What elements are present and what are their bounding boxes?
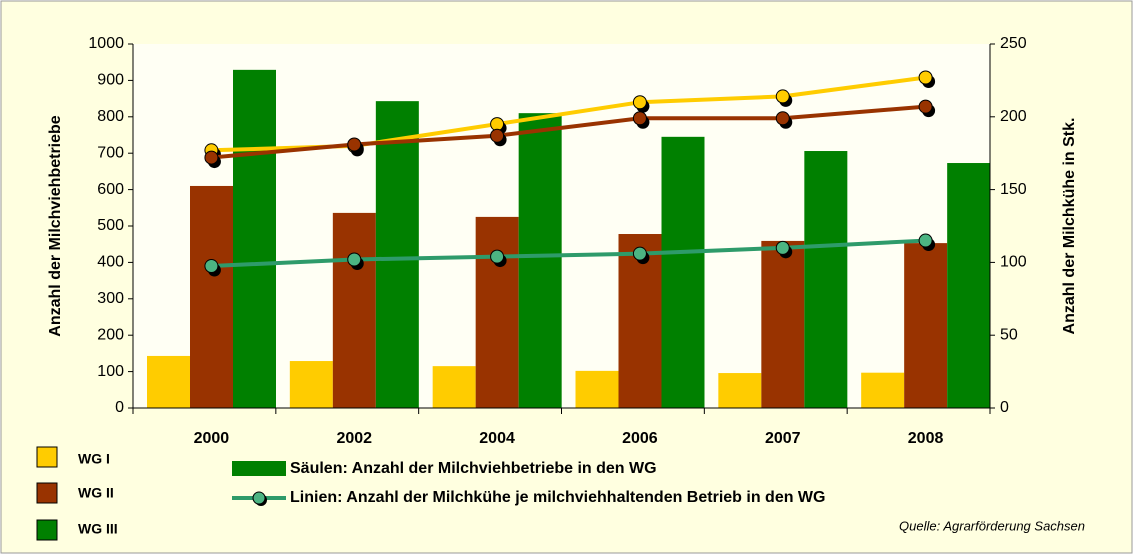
bar <box>518 113 562 408</box>
line <box>211 238 926 269</box>
y-tick-label: 900 <box>97 72 124 89</box>
legend-label: WG I <box>78 451 110 467</box>
marker <box>347 252 362 267</box>
marker <box>918 99 933 114</box>
y-tick-label: 300 <box>97 290 124 307</box>
x-tick-label: 2007 <box>765 430 801 447</box>
marker <box>632 246 647 261</box>
y-axis-label: Anzahl der Milchviehbetriebe <box>47 115 64 336</box>
bar <box>233 69 276 409</box>
y2-axis-label: Anzahl der Milchkühe in Stk. <box>1061 118 1078 335</box>
bar <box>861 372 905 408</box>
legend-label: WG III <box>78 521 118 537</box>
y2-tick-label: 250 <box>1000 35 1027 52</box>
bar <box>575 370 619 408</box>
x-tick-label: 2006 <box>622 430 658 447</box>
marker <box>775 111 790 126</box>
bar <box>190 185 233 408</box>
bar <box>718 373 762 408</box>
bar <box>804 151 848 409</box>
bar <box>904 243 948 408</box>
marker <box>204 259 219 274</box>
marker <box>347 137 362 152</box>
bar <box>375 101 419 408</box>
x-tick-label: 2000 <box>194 430 230 447</box>
y-tick-label: 100 <box>97 363 124 380</box>
marker <box>775 89 790 104</box>
bar <box>475 216 519 408</box>
legend-swatch <box>252 491 266 505</box>
legend-label: WG II <box>78 485 114 501</box>
y-tick-label: 400 <box>97 254 124 271</box>
y2-tick-label: 200 <box>1000 108 1027 125</box>
y-tick-label: 1000 <box>88 35 124 52</box>
y-tick-label: 600 <box>97 181 124 198</box>
y2-tick-label: 100 <box>1000 254 1027 271</box>
legend-swatch <box>36 482 58 504</box>
y-tick-label: 800 <box>97 108 124 125</box>
y2-tick-label: 150 <box>1000 181 1027 198</box>
bar <box>947 163 991 408</box>
bar <box>147 355 190 408</box>
marker <box>632 95 647 110</box>
marker <box>204 150 219 165</box>
legend-label: Linien: Anzahl der Milchkühe je milchvie… <box>290 489 825 506</box>
y2-tick-label: 50 <box>1000 326 1018 343</box>
x-tick-label: 2004 <box>479 430 515 447</box>
marker <box>775 240 790 255</box>
legend-swatch <box>36 446 58 468</box>
y-tick-label: 0 <box>115 399 124 416</box>
marker <box>490 117 505 132</box>
line <box>211 104 926 160</box>
source: Quelle: Agrarförderung Sachsen <box>899 518 1085 533</box>
y-tick-label: 500 <box>97 217 124 234</box>
legend-label: Säulen: Anzahl der Milchviehbetriebe in … <box>290 460 657 477</box>
bar <box>761 240 805 408</box>
x-tick-label: 2002 <box>336 430 372 447</box>
bar <box>661 136 705 408</box>
x-tick-label: 2008 <box>908 430 944 447</box>
bar <box>432 366 476 408</box>
y-tick-label: 200 <box>97 326 124 343</box>
bar <box>332 212 376 408</box>
y2-tick-label: 0 <box>1000 399 1009 416</box>
marker <box>918 233 933 248</box>
legend-swatch <box>232 461 286 476</box>
marker <box>490 249 505 264</box>
marker <box>490 128 505 143</box>
legend-swatch <box>36 519 58 541</box>
marker <box>918 70 933 85</box>
bar <box>289 361 333 408</box>
marker <box>632 111 647 126</box>
y-tick-label: 700 <box>97 144 124 161</box>
